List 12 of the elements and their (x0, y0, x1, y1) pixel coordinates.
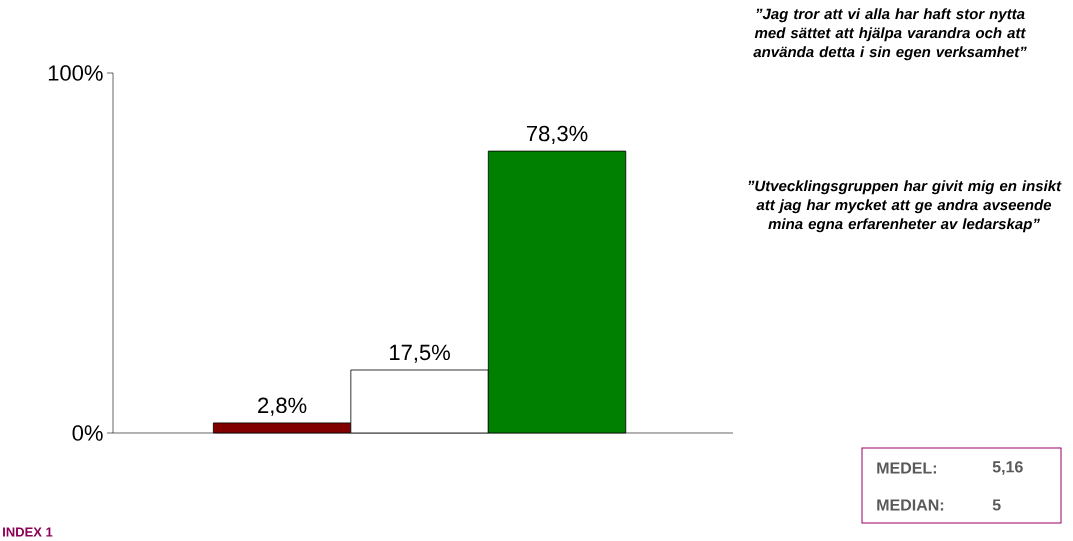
text: 5 (992, 499, 1001, 511)
y-tick-label: 100% (48, 65, 103, 81)
text: ”Utvecklingsgruppen har givit mig en insikt att jag har mycket att ge andra avseende mina egna erfarenheter av ledarskap” (748, 180, 1062, 233)
text: MEDIAN: (877, 499, 944, 511)
text: MEDEL: (877, 462, 937, 474)
data-label: 78,3% (526, 125, 588, 144)
data-label: 2,8% (258, 397, 307, 416)
y-tick-label: 0% (72, 425, 103, 441)
data-label: 17,5% (390, 344, 450, 363)
text: INDEX 1 (3, 527, 53, 537)
text: ”Jag tror att vi alla har haft stor nytta med sättet att hjälpa varandra och att använda detta i sin egen verksamhet” (753, 8, 1027, 61)
text: 5,16 (992, 461, 1023, 475)
